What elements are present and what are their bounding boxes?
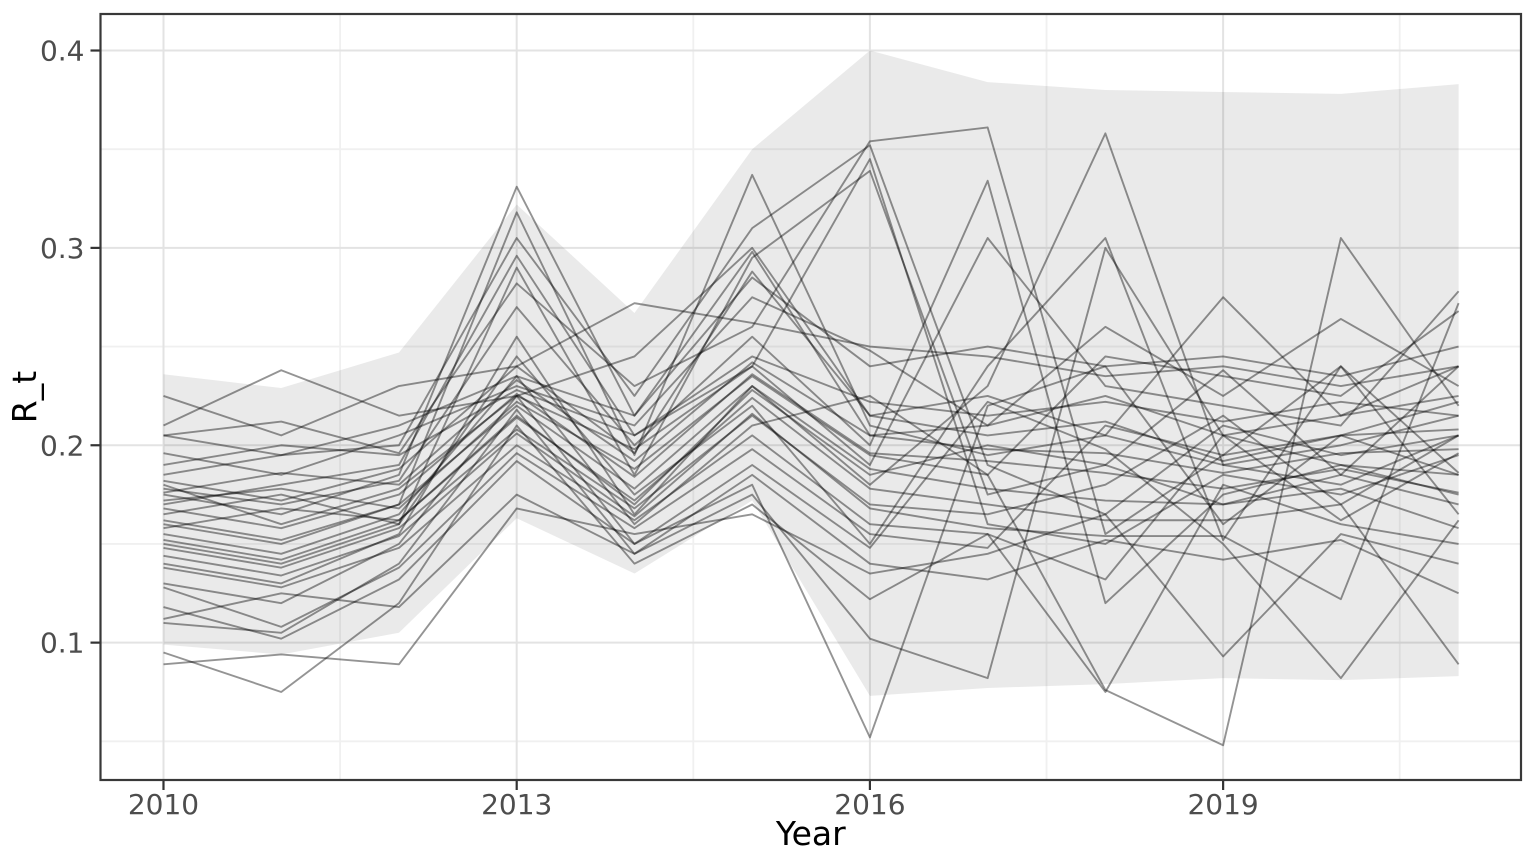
confidence-ribbon bbox=[163, 50, 1459, 696]
trajectory-line bbox=[163, 296, 1460, 476]
trajectory-line bbox=[163, 400, 1460, 680]
trajectory-line bbox=[163, 473, 1459, 620]
trajectory-line bbox=[163, 365, 1460, 530]
trajectory-line bbox=[163, 158, 1459, 545]
trajectory-line bbox=[163, 132, 1459, 585]
x-axis-title: Year bbox=[775, 814, 846, 853]
panel-border bbox=[99, 12, 1523, 782]
trajectory-line bbox=[163, 434, 1460, 589]
y-tick-label: 0.2 bbox=[40, 429, 85, 462]
trajectory-line bbox=[163, 414, 1460, 569]
x-tick-label: 2013 bbox=[481, 788, 552, 821]
trajectory-line bbox=[163, 373, 1459, 530]
trajectory-line bbox=[163, 276, 1459, 457]
trajectory-line bbox=[163, 246, 1459, 680]
trajectory-line bbox=[163, 237, 1460, 526]
trajectory-line bbox=[163, 237, 1460, 545]
trajectory-line bbox=[163, 396, 1460, 665]
trajectory-line bbox=[163, 179, 1459, 605]
trajectory-line bbox=[163, 169, 1459, 565]
x-tick-label: 2019 bbox=[1187, 788, 1258, 821]
trajectory-line bbox=[163, 144, 1459, 516]
trajectory-line bbox=[163, 237, 1460, 747]
trajectory-line bbox=[163, 246, 1459, 437]
gridlines-minor bbox=[100, 14, 1521, 780]
trajectory-line bbox=[163, 507, 1459, 666]
trajectory-line bbox=[163, 365, 1460, 628]
trajectory-line bbox=[163, 302, 1459, 437]
trajectory-line bbox=[163, 355, 1459, 466]
trajectory-line bbox=[163, 185, 1459, 516]
trajectory-line bbox=[163, 126, 1459, 536]
axis-tick-marks bbox=[90, 49, 1225, 790]
y-tick-label: 0.4 bbox=[40, 35, 85, 68]
y-tick-label: 0.3 bbox=[40, 232, 85, 265]
trajectory-line bbox=[163, 424, 1459, 693]
trajectory-lines bbox=[163, 126, 1460, 747]
trajectory-line bbox=[163, 270, 1459, 502]
gridlines-major bbox=[100, 14, 1521, 780]
y-axis-tick-labels: 0.1 0.2 0.3 0.4 bbox=[40, 35, 85, 660]
trajectory-line bbox=[163, 302, 1460, 601]
trajectory-line bbox=[163, 310, 1460, 510]
trajectory-line bbox=[163, 385, 1459, 541]
x-tick-label: 2010 bbox=[128, 788, 199, 821]
x-axis-tick-labels: 2010 2013 2016 2019 bbox=[128, 788, 1259, 821]
y-axis-title: R_t bbox=[5, 371, 44, 423]
x-tick-label: 2016 bbox=[834, 788, 905, 821]
trajectory-line bbox=[163, 173, 1459, 545]
trajectory-line bbox=[163, 365, 1459, 739]
y-tick-label: 0.1 bbox=[40, 627, 85, 660]
trajectory-line bbox=[163, 361, 1459, 494]
